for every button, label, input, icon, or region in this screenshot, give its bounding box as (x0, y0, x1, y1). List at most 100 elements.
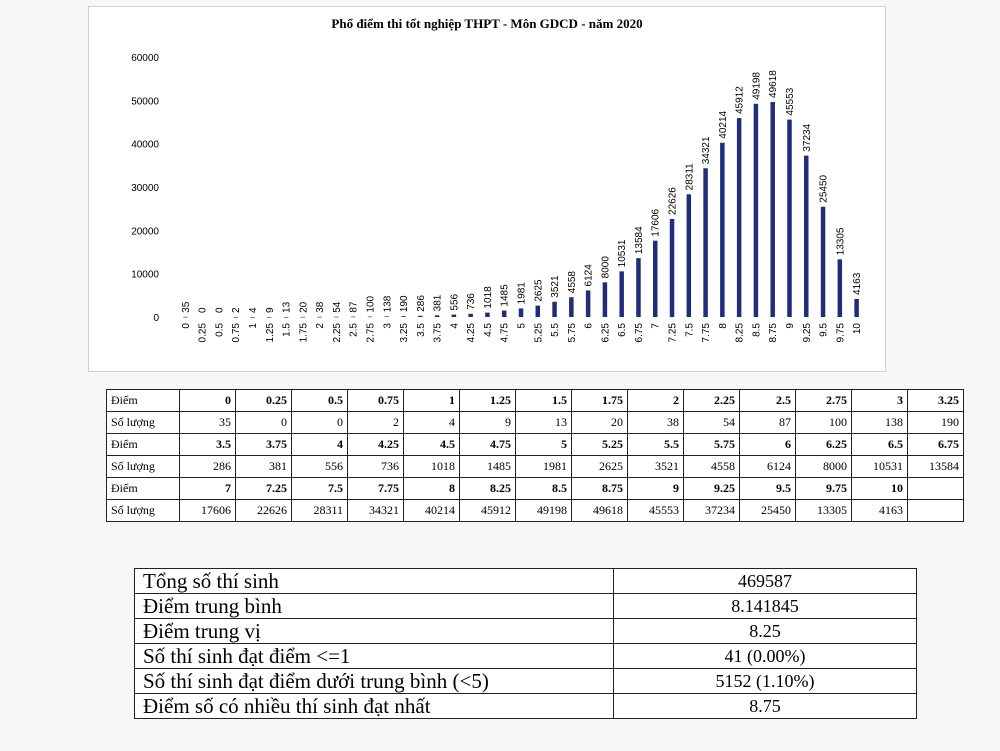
data-label: 1018 (483, 286, 494, 309)
bar (367, 316, 373, 318)
stat-value: 8.75 (613, 693, 917, 719)
score-cell: 2.25 (683, 389, 740, 412)
data-label: 3521 (550, 275, 561, 298)
data-label: 4163 (852, 272, 863, 295)
count-row: Số lượng 286 381 556 736 1018 1485 1981 2625 3521… (106, 455, 964, 478)
bar (753, 103, 759, 317)
count-cell: 100 (795, 411, 852, 434)
score-cell: 1 (403, 389, 460, 412)
data-label: 736 (466, 293, 477, 310)
x-tick-label: 8.5 (751, 323, 762, 337)
chart-frame: Phổ điểm thi tốt nghiệp THPT - Môn GDCD … (88, 6, 886, 372)
data-label: 381 (433, 294, 444, 311)
stat-label: Điểm số có nhiều thí sinh đạt nhất (134, 693, 614, 719)
data-label: 2 (231, 307, 242, 313)
score-cell: 10 (851, 477, 908, 500)
stats-table: Tổng số thí sinh 469587 Điểm trung bình 8.1… (134, 568, 917, 719)
x-tick-label: 9.75 (835, 323, 846, 343)
bars-group: 35 0 0 2 4 9 13 20 38 54 87 100 138 190 286 381 556 736 10… (181, 70, 863, 318)
score-cell: 0.25 (235, 389, 292, 412)
score-cell: 6.5 (851, 433, 908, 456)
x-tick-label: 0.5 (214, 323, 225, 337)
bar (854, 298, 859, 317)
y-tick-label: 50000 (131, 96, 159, 107)
bar (686, 194, 692, 317)
count-cell: 28311 (291, 499, 348, 522)
score-cell: 7.75 (347, 477, 404, 500)
bar (585, 290, 591, 317)
x-tick-label: 1.75 (298, 323, 309, 343)
data-label: 49618 (768, 70, 779, 98)
score-cell: 4.25 (347, 433, 404, 456)
count-cell: 37234 (683, 499, 740, 522)
x-tick-label: 6.5 (617, 323, 628, 337)
score-cell: 9 (627, 477, 684, 500)
score-cell (907, 477, 964, 500)
x-tick-label: 5.5 (550, 323, 561, 337)
x-tick-label: 1 (248, 323, 259, 329)
bar (552, 301, 557, 317)
data-label: 6124 (584, 264, 595, 287)
score-cell: 7 (179, 477, 236, 500)
x-tick-label: 4 (449, 323, 460, 329)
x-tick-label: 9.25 (802, 323, 813, 343)
count-cell: 45553 (627, 499, 684, 522)
score-cell: 7.25 (235, 477, 292, 500)
data-label: 1485 (500, 284, 511, 307)
data-label: 34321 (701, 136, 712, 164)
stats-row: Số thí sinh đạt điểm dưới trung bình (<5… (134, 668, 917, 694)
stats-row: Điểm trung vị 8.25 (134, 618, 917, 644)
stat-label: Số thí sinh đạt điểm dưới trung bình (<5… (134, 668, 614, 694)
stat-label: Điểm trung vị (134, 618, 614, 644)
score-cell: 5 (515, 433, 572, 456)
data-label: 4 (248, 307, 259, 313)
stat-value: 8.141845 (613, 593, 917, 619)
bar (350, 316, 356, 318)
data-label: 1981 (517, 282, 528, 305)
x-tick-label: 9.5 (819, 323, 830, 337)
score-row: Điểm 0 0.25 0.5 0.75 1 1.25 1.5 1.75 2 2.25 2.5 2.75… (106, 389, 964, 412)
count-cell: 0 (291, 411, 348, 434)
data-label: 37234 (802, 123, 813, 151)
x-tick-label: 7.75 (701, 323, 712, 343)
y-tick-label: 20000 (131, 226, 159, 237)
stat-label: Tổng số thí sinh (134, 568, 614, 594)
count-cell: 286 (179, 455, 236, 478)
y-axis: 0 10000 20000 30000 40000 50000 60000 (131, 53, 159, 324)
count-row-header: Số lượng (106, 455, 180, 478)
score-cell: 5.5 (627, 433, 684, 456)
score-cell: 3.75 (235, 433, 292, 456)
x-tick-label: 6.25 (600, 323, 611, 343)
bar (401, 316, 406, 317)
x-tick-label: 4.75 (500, 323, 511, 343)
count-cell: 8000 (795, 455, 852, 478)
data-label: 0 (214, 307, 225, 313)
count-cell: 1018 (403, 455, 460, 478)
data-label: 8000 (600, 256, 611, 279)
score-cell: 2 (627, 389, 684, 412)
bar (569, 297, 574, 317)
count-cell: 2 (347, 411, 404, 434)
bar (804, 155, 809, 317)
x-tick-label: 6 (584, 323, 595, 329)
bar (770, 101, 775, 317)
bar (485, 312, 490, 317)
data-label: 54 (332, 301, 343, 313)
x-tick-label: 0.75 (231, 323, 242, 343)
count-cell: 4 (403, 411, 460, 434)
x-tick-label: 3.5 (416, 323, 427, 337)
score-cell: 8.5 (515, 477, 572, 500)
bar (652, 240, 658, 317)
count-cell: 1981 (515, 455, 572, 478)
data-label: 45912 (735, 86, 746, 114)
count-cell: 0 (235, 411, 292, 434)
chart-title: Phổ điểm thi tốt nghiệp THPT - Môn GDCD … (331, 16, 642, 31)
data-label: 45553 (785, 87, 796, 115)
count-cell: 4558 (683, 455, 740, 478)
x-tick-label: 8.25 (735, 323, 746, 343)
stat-value: 469587 (613, 568, 917, 594)
count-cell: 40214 (403, 499, 460, 522)
x-tick-label: 7 (651, 323, 662, 329)
bar (820, 206, 826, 317)
data-label: 20 (298, 301, 309, 313)
